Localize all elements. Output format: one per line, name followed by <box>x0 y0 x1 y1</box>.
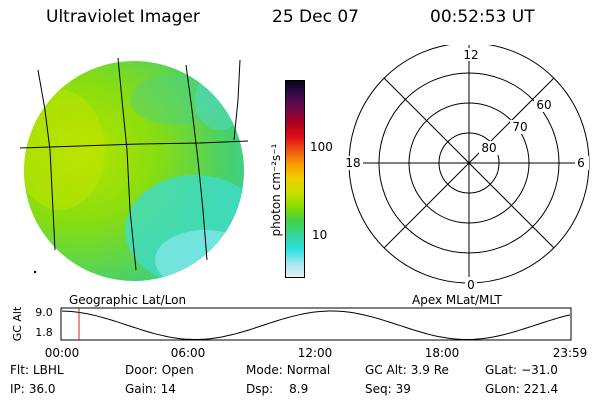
lat-lon-grid <box>19 57 249 271</box>
altitude-plot-frame <box>60 307 572 341</box>
date-readout: 25 Dec 07 <box>272 7 359 27</box>
ip-info: IP: 36.0 <box>10 382 56 396</box>
time-tick-1200: 12:00 <box>298 346 333 360</box>
door-info: Door: Open <box>125 363 194 377</box>
colorbar-scale <box>285 80 305 278</box>
mlt-label-18: 18 <box>345 156 360 170</box>
image-projection-caption: Geographic Lat/Lon <box>69 293 187 307</box>
colorbar-unit-label: photon cm⁻²s⁻¹ <box>269 143 283 237</box>
colorbar-tick-10: 10 <box>312 228 328 242</box>
auroral-image-panel <box>19 57 249 281</box>
altitude-curve <box>61 310 571 340</box>
mlt-label-12: 12 <box>463 48 478 62</box>
altitude-ylabel: GC Alt <box>11 306 24 341</box>
time-tick-0600: 06:00 <box>171 346 206 360</box>
glat-info: GLat: −31.0 <box>485 363 558 377</box>
instrument-title: Ultraviolet Imager <box>46 7 200 27</box>
mlt-label-0: 0 <box>467 278 475 292</box>
altitude-ytick-1-8: 1.8 <box>35 326 53 339</box>
colorbar-tick-100: 100 <box>310 140 333 154</box>
gain-info: Gain: 14 <box>125 382 176 396</box>
time-tick-0000: 00:00 <box>45 346 80 360</box>
time-tick-1800: 18:00 <box>425 346 460 360</box>
filter-info: Flt: LBHL <box>10 363 64 377</box>
time-readout: 00:52:53 UT <box>430 7 535 27</box>
altitude-ytick-9: 9.0 <box>35 306 53 319</box>
mlat-label-60: 60 <box>536 98 551 112</box>
time-tick-2359: 23:59 <box>553 346 588 360</box>
polar-mlat-mlt-plot: 12 6 0 18 60 70 80 <box>343 45 590 292</box>
glon-info: GLon: 221.4 <box>485 382 559 396</box>
mlat-label-70: 70 <box>512 120 527 134</box>
mode-info: Mode: Normal <box>246 363 331 377</box>
polar-coordinate-caption: Apex MLat/MLT <box>412 293 502 307</box>
gc-altitude-info: GC Alt: 3.9 Re <box>365 363 449 377</box>
sequence-info: Seq: 39 <box>365 382 411 396</box>
dsp-info: Dsp: 8.9 <box>246 382 309 396</box>
uv-emission-disc <box>24 61 244 281</box>
mlat-label-80: 80 <box>481 141 496 155</box>
orbit-altitude-plot: 9.0 1.8 GC Alt 00:00 06:00 12:00 18:00 2… <box>11 306 588 360</box>
mlt-label-6: 6 <box>577 156 585 170</box>
